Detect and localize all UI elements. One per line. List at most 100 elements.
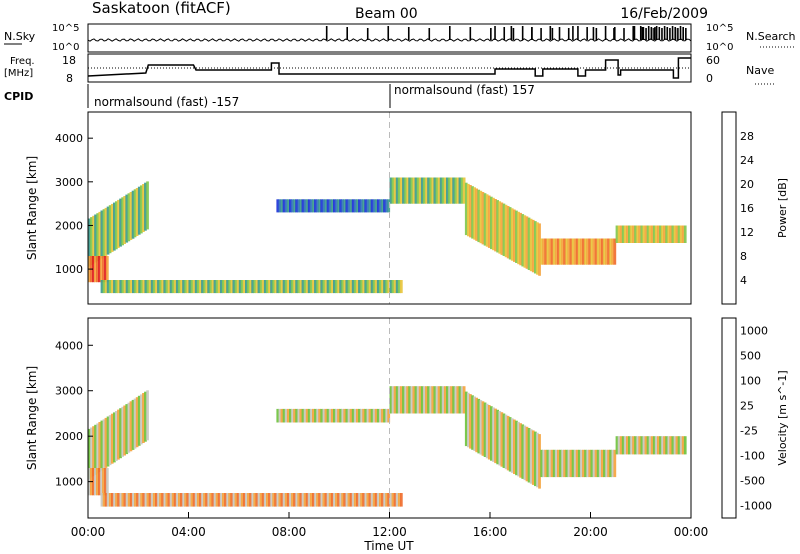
scatter-cell [123, 493, 127, 507]
scatter-cell [305, 199, 309, 213]
scatter-cell [644, 225, 648, 243]
scatter-cell [272, 493, 275, 507]
scatter-cell [207, 280, 210, 294]
scatter-cell [366, 493, 370, 507]
colorbar-tick-label: 25 [740, 400, 754, 413]
scatter-cell [106, 468, 109, 496]
scatter-cell [330, 493, 334, 507]
colorbar-frame [721, 111, 737, 305]
scatter-cell [536, 432, 539, 488]
scatter-cell [605, 449, 608, 478]
scatter-cell [552, 449, 556, 478]
scatter-cell [385, 408, 388, 423]
scatter-cell [540, 238, 543, 265]
scatter-cell [104, 207, 108, 256]
scatter-cell [395, 493, 399, 507]
scatter-cell [217, 280, 221, 294]
scatter-cell [234, 493, 238, 507]
scatter-cell [630, 225, 633, 243]
scatter-cell [650, 436, 654, 455]
scatter-cell [175, 280, 179, 294]
scatter-cell [242, 493, 246, 507]
scatter-cell [531, 219, 535, 273]
scatter-cell [494, 199, 497, 252]
scatter-cell [681, 225, 685, 243]
scatter-cell [232, 493, 236, 507]
scatter-cell [293, 493, 296, 507]
scatter-cell [230, 493, 234, 507]
scatter-cell [330, 199, 334, 213]
scatter-cell [253, 280, 257, 294]
scatter-cell [253, 493, 257, 507]
scatter-cell [309, 493, 313, 507]
scatter-cell [404, 177, 407, 204]
scatter-cell [577, 449, 581, 478]
nave-tick-bottom: 0 [706, 72, 713, 85]
scatter-cell [119, 280, 123, 294]
scatter-cell [316, 199, 319, 213]
scatter-cell [132, 493, 135, 507]
scatter-cell [683, 225, 687, 243]
scatter-cell [337, 199, 340, 213]
scatter-cell [96, 423, 99, 474]
scatter-cell [312, 199, 315, 213]
scatter-cell [232, 280, 236, 294]
scatter-cell [169, 493, 173, 507]
scatter-cell [557, 238, 560, 265]
scatter-cell [312, 280, 315, 294]
scatter-cell [335, 199, 338, 213]
scatter-cell [125, 404, 129, 455]
scatter-cell [257, 280, 261, 294]
scatter-cell [121, 493, 125, 507]
scatter-cell [563, 449, 566, 478]
scatter-cell [362, 408, 365, 423]
scatter-cell [255, 280, 259, 294]
scatter-cell [353, 408, 357, 423]
colorbar-tick-label: 12 [740, 226, 754, 239]
scatter-cell [613, 238, 617, 265]
scatter-cell [134, 280, 137, 294]
scatter-cell [96, 468, 99, 496]
scatter-cell [324, 199, 328, 213]
scatter-cell [504, 414, 508, 470]
scatter-cell [240, 280, 244, 294]
scatter-cell [113, 202, 116, 251]
scatter-cell [387, 199, 391, 213]
scatter-cell [347, 408, 351, 423]
scatter-cell [150, 280, 154, 294]
scatter-cell [328, 199, 332, 213]
scatter-cell [163, 280, 167, 294]
scatter-cell [104, 417, 108, 468]
scatter-cell [326, 493, 330, 507]
scatter-cell [104, 256, 107, 283]
scatter-cell [364, 493, 368, 507]
scatter-cell [410, 386, 414, 414]
scatter-cell [163, 493, 167, 507]
scatter-cell [94, 256, 97, 283]
colorbar-tick-label: 100 [740, 375, 761, 388]
scatter-cell [630, 436, 633, 455]
scatter-cell [429, 386, 432, 414]
scatter-cell [372, 408, 376, 423]
scatter-cell [498, 201, 502, 254]
scatter-cell [626, 225, 629, 243]
scatter-cell [113, 493, 116, 507]
scatter-cell [238, 280, 242, 294]
scatter-cell [571, 238, 575, 265]
colorbar-tick-label: 16 [740, 202, 754, 215]
scatter-cell [619, 225, 623, 243]
scatter-cell [372, 280, 376, 294]
scatter-cell [320, 199, 324, 213]
scatter-cell [387, 280, 391, 294]
scatter-cell [634, 436, 637, 455]
freq-tick-bottom: 8 [66, 72, 73, 85]
scatter-cell [458, 386, 462, 414]
scatter-cell [607, 449, 610, 478]
scatter-cell [681, 436, 685, 455]
scatter-cell [188, 280, 192, 294]
velocity-colorbar: 1000 500 100 25 -25 -100 -500 -1000 [721, 317, 772, 519]
scatter-cell [299, 280, 303, 294]
scatter-cell [341, 280, 344, 294]
scatter-cell [184, 280, 187, 294]
scatter-cell [134, 493, 137, 507]
